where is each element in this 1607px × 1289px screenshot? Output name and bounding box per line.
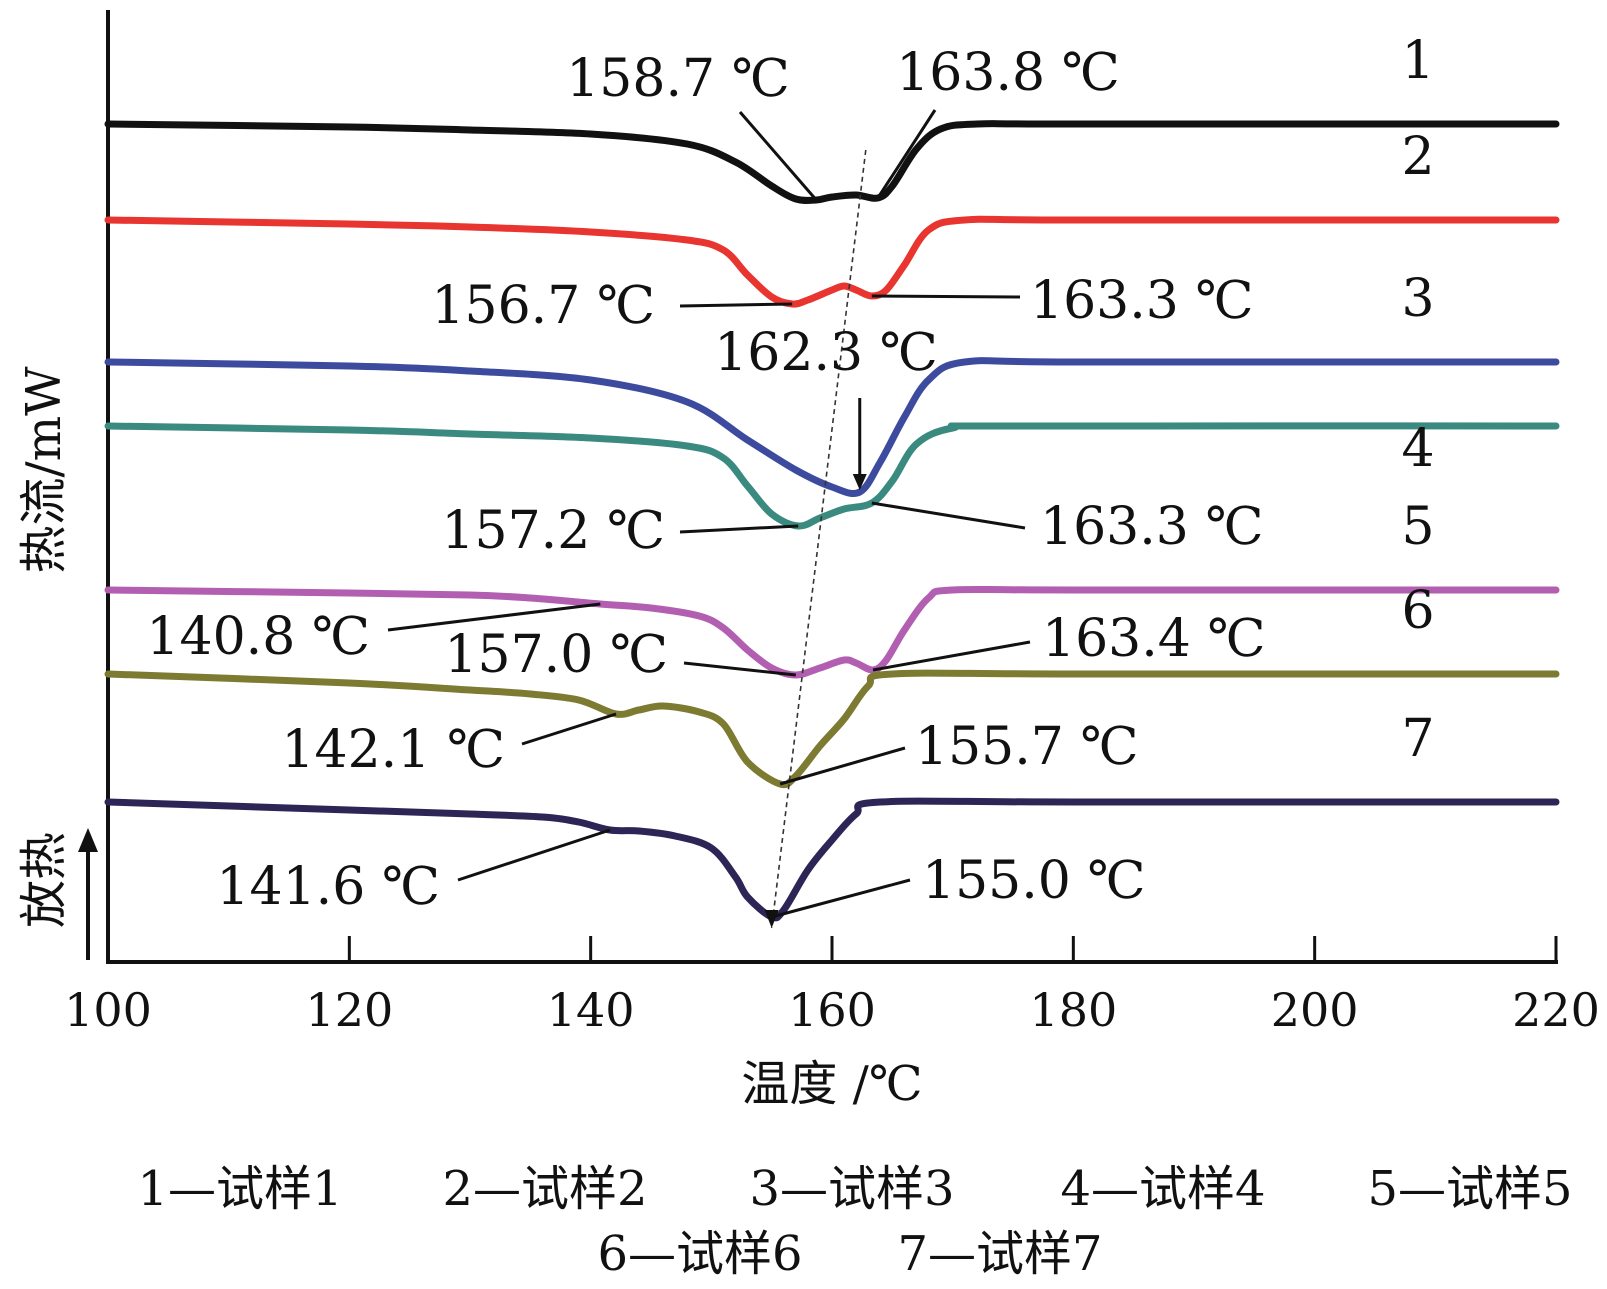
exotherm-label: 放热 xyxy=(16,832,72,928)
legend-item: 4—试样4 xyxy=(1060,1161,1265,1217)
x-tick-label: 140 xyxy=(547,983,635,1037)
annotation-arrow-head xyxy=(852,474,867,490)
series-3-label: 3 xyxy=(1401,269,1434,329)
legend: 1—试样1 2—试样2 3—试样3 4—试样4 5—试样5 6—试样6 7—试样7 xyxy=(137,1161,1572,1282)
annotation-leader xyxy=(876,109,937,199)
annotation-label: 163.3 ℃ xyxy=(1030,271,1254,331)
annotation-label: 162.3 ℃ xyxy=(714,323,938,383)
annotation-label: 157.2 ℃ xyxy=(441,501,665,561)
annotation-label: 158.7 ℃ xyxy=(566,49,790,109)
curves: 1 2 3 4 5 6 7 xyxy=(104,31,1560,922)
annotation-label: 155.0 ℃ xyxy=(922,851,1146,911)
trend-line xyxy=(770,149,867,929)
series-2-label: 2 xyxy=(1401,127,1434,187)
annotation-label: 141.6 ℃ xyxy=(216,857,440,917)
annotation-leader xyxy=(779,746,906,786)
x-tick-label: 160 xyxy=(788,983,876,1037)
series-7-label: 7 xyxy=(1401,709,1434,769)
series-5-label: 5 xyxy=(1401,497,1434,557)
annotation-leader xyxy=(387,602,601,632)
exotherm-arrow-head xyxy=(78,828,98,852)
labels: 温度 /℃ 热流/mW 放热 xyxy=(16,366,923,1112)
x-tick-label: 100 xyxy=(64,983,152,1037)
legend-item: 1—试样1 xyxy=(137,1161,342,1217)
annotation-label: 157.0 ℃ xyxy=(444,625,668,685)
axes: 100 120 140 160 180 200 220 xyxy=(64,10,1600,1037)
annotation-leader xyxy=(679,302,793,308)
annotation-leader xyxy=(872,640,1031,672)
series-7-line xyxy=(104,797,1560,922)
annotation-label: 142.1 ℃ xyxy=(281,720,505,780)
x-tick-label: 200 xyxy=(1271,983,1359,1037)
annotation-label: 163.4 ℃ xyxy=(1042,609,1266,669)
annotation-leader xyxy=(679,524,799,534)
legend-item: 3—试样3 xyxy=(749,1161,954,1217)
series-3-line xyxy=(104,357,1560,497)
x-axis-label: 温度 /℃ xyxy=(741,1056,922,1112)
legend-item: 5—试样5 xyxy=(1367,1161,1572,1217)
trend-arrow-head xyxy=(764,910,779,928)
series-2-line xyxy=(104,215,1560,308)
legend-item: 7—试样7 xyxy=(897,1226,1102,1282)
legend-item: 6—试样6 xyxy=(597,1226,802,1282)
annotation-label: 163.3 ℃ xyxy=(1040,497,1264,557)
annotations: 158.7 ℃ 163.8 ℃ 156.7 ℃ 163.3 ℃ 162.3 ℃ 157.2… xyxy=(146,43,1266,929)
annotation-leader xyxy=(738,111,818,201)
annotation-leader xyxy=(521,712,617,746)
series-4-line xyxy=(104,422,1560,530)
annotation-leader xyxy=(683,661,796,677)
y-axis-label: 热流/mW xyxy=(16,366,72,574)
annotation-leader xyxy=(871,294,1021,299)
x-tick-label: 120 xyxy=(305,983,393,1037)
series-4-label: 4 xyxy=(1401,419,1434,479)
annotation-label: 155.7 ℃ xyxy=(915,717,1139,777)
series-6-line xyxy=(104,669,1560,789)
annotation-label: 140.8 ℃ xyxy=(146,607,370,667)
legend-item: 2—试样2 xyxy=(442,1161,647,1217)
series-1-line xyxy=(104,120,1560,204)
annotation-label: 163.8 ℃ xyxy=(896,43,1120,103)
series-6-label: 6 xyxy=(1401,581,1434,641)
annotation-leader xyxy=(771,878,911,919)
series-1-label: 1 xyxy=(1401,31,1434,91)
annotation-label: 156.7 ℃ xyxy=(431,276,655,336)
annotation-leader xyxy=(871,501,1026,530)
x-tick-label: 220 xyxy=(1512,983,1600,1037)
x-tick-label: 180 xyxy=(1029,983,1117,1037)
series-5-line xyxy=(104,585,1560,679)
annotation-leader xyxy=(457,828,611,882)
